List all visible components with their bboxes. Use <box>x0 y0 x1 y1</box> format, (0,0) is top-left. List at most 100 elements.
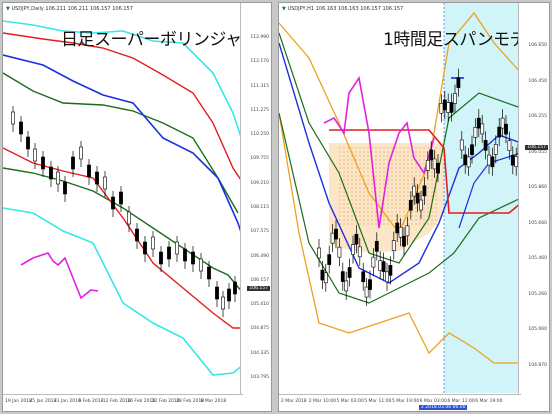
hourly-price-tick: 106.650 <box>528 43 547 48</box>
daily-candle-body <box>221 296 225 310</box>
daily-time-tick: 19 Jan 2018 <box>5 399 32 404</box>
daily-time-tick: 12 Feb 2018 <box>102 399 131 404</box>
hourly-candle-body <box>368 279 372 290</box>
lower-band-3sigma <box>3 207 244 376</box>
daily-price-tick: 108.115 <box>250 205 269 210</box>
daily-candle-body <box>119 191 123 205</box>
hourly-time-tick: 6 Mar 03:00 <box>419 399 447 404</box>
hourly-price-axis[interactable]: 106.650 106.450 106.255 106.055 105.860 105.6… <box>518 3 549 411</box>
hourly-price-tick: 106.255 <box>528 114 547 120</box>
hourly-price-tick: 105.660 <box>528 220 547 226</box>
hourly-candle-body <box>483 140 488 151</box>
daily-candle-body <box>167 246 171 260</box>
hourly-highlight-time: 2 2018.03.06 06:00 <box>419 405 468 410</box>
center-line <box>3 54 244 239</box>
daily-candle-body <box>175 241 179 255</box>
hourly-time-tick: 5 Mar 03:00 <box>336 399 364 404</box>
hourly-candle-body <box>334 228 338 240</box>
daily-candle-body <box>56 171 60 185</box>
daily-price-tick: 111.315 <box>250 83 269 89</box>
hourly-candle-body <box>429 149 434 161</box>
hourly-candle-body <box>327 254 332 265</box>
hourly-time-tick: 6 Mar 19:00 <box>475 399 503 404</box>
hourly-overlay-title: 1時間足スパンモデル <box>383 30 543 50</box>
hourly-candle-body <box>432 158 437 170</box>
daily-price-tick: 104.335 <box>250 350 269 356</box>
hourly-candle-body <box>320 269 325 281</box>
daily-candle-body <box>49 166 53 180</box>
hourly-candle-body <box>504 123 508 135</box>
hourly-candle-body <box>385 271 389 283</box>
hourly-candle-body <box>381 261 386 272</box>
blue-span-line <box>458 152 522 229</box>
hourly-price-tick: 105.260 <box>528 291 547 297</box>
daily-candle-body <box>63 181 67 195</box>
hourly-candle-body <box>330 232 335 244</box>
hourly-candle-body <box>374 241 379 252</box>
hourly-candle-body <box>395 222 400 234</box>
hourly-candle-body <box>398 226 403 238</box>
daily-candle-body <box>26 136 30 150</box>
hourly-candle-body <box>357 246 362 258</box>
hourly-candle-body <box>453 93 457 104</box>
daily-price-axis[interactable]: 112.990 112.170 111.315 111.275 110.250 109.7… <box>240 3 271 411</box>
hourly-candle-body <box>439 102 444 114</box>
hourly-candle-body <box>378 260 383 271</box>
hourly-time-tick: 5 Mar 19:00 <box>392 399 420 404</box>
hourly-candle-body <box>405 225 410 237</box>
daily-candle-body <box>151 236 155 250</box>
daily-time-tick: 28 Feb 2018 <box>176 399 205 404</box>
green-band-upper <box>279 32 522 264</box>
daily-price-tick: 104.875 <box>250 326 269 332</box>
daily-time-tick: 16 Feb 2018 <box>127 399 156 404</box>
hourly-candle-body <box>449 102 454 113</box>
daily-candle-body <box>111 196 115 210</box>
daily-time-tick: 6 Mar 2018 <box>200 399 227 404</box>
daily-candle-body <box>71 156 75 170</box>
daily-price-tick: 109.210 <box>250 180 269 186</box>
hourly-candles <box>317 68 522 307</box>
daily-chart-canvas <box>3 20 244 376</box>
lower-band-orange <box>279 112 521 364</box>
hourly-time-tick: 5 Mar 11:00 <box>364 399 392 404</box>
hourly-candle-body <box>476 117 481 129</box>
daily-candles <box>11 106 237 317</box>
hourly-candle-body <box>442 99 447 111</box>
hourly-candle-body <box>493 144 498 155</box>
daily-chart-panel[interactable]: ▼ USDJPY,Daily 106.211 106.211 106.157 1… <box>2 2 272 412</box>
chikou-span-magenta <box>323 75 435 229</box>
hourly-candle-body <box>446 102 451 113</box>
daily-time-tick: 22 Feb 2018 <box>151 399 180 404</box>
hourly-candle-body <box>425 160 430 171</box>
daily-candle-body <box>227 288 231 302</box>
hourly-candle-body <box>354 233 359 245</box>
daily-candle-body <box>215 286 219 300</box>
hourly-chart-panel[interactable]: ▼ USDJPY,H1 106.163 106.163 106.157 106.… <box>278 2 550 412</box>
hourly-time-axis[interactable]: 2 2018.03.06 06:00 2 Mar 2018 2 Mar 10:00… <box>279 394 521 411</box>
span-red-line <box>329 129 522 214</box>
hourly-candle-body <box>337 246 342 258</box>
hourly-candle-body <box>351 244 355 255</box>
chikou-span <box>20 252 99 300</box>
daily-price-tick: 109.755 <box>250 156 269 162</box>
daily-candle-body <box>199 258 203 272</box>
daily-candle-body <box>191 251 195 265</box>
daily-price-tick: 112.170 <box>250 59 269 65</box>
hourly-candle-body <box>456 77 461 88</box>
daily-price-tick: 112.990 <box>250 35 269 40</box>
daily-price-tick: 106.157 <box>250 277 269 283</box>
daily-candle-body <box>33 148 37 162</box>
hourly-candle-body <box>391 240 396 251</box>
span-cloud-dots <box>339 145 439 225</box>
daily-time-tick: 31 Jan 2018 <box>53 399 81 404</box>
hourly-price-tick: 105.860 <box>528 185 547 191</box>
hourly-candle-body <box>466 156 471 168</box>
daily-candle-body <box>95 171 99 185</box>
hourly-current-price: 106.157 <box>525 145 548 150</box>
daily-candle-body <box>79 146 83 160</box>
daily-time-axis[interactable]: 19 Jan 2018 25 Jan 2018 31 Jan 2018 6 Feb 2… <box>3 394 243 411</box>
daily-candle-body <box>207 266 211 280</box>
hourly-price-tick: 106.450 <box>528 78 547 84</box>
hourly-candle-body <box>487 154 491 166</box>
hourly-symbol-label: ▼ USDJPY,H1 106.163 106.163 106.157 106.… <box>282 6 404 12</box>
